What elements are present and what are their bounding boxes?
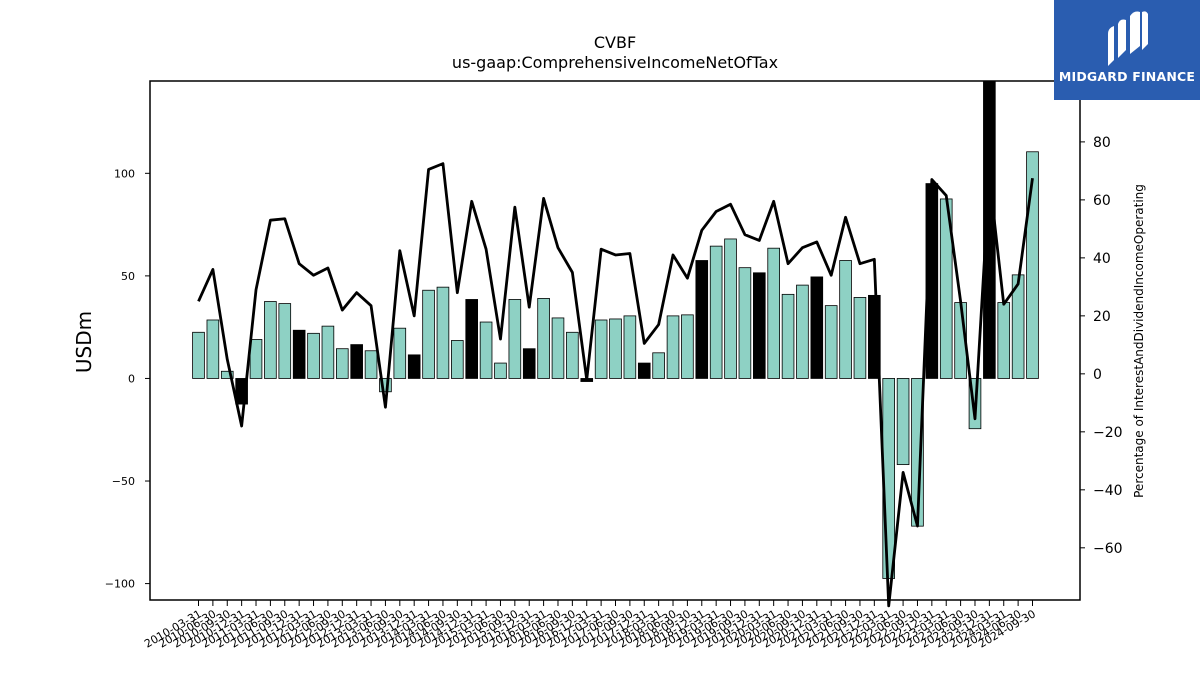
bar-2017-09-30	[623, 315, 637, 379]
x-axis: 2010-03-312010-06-302010-09-302010-12-31…	[142, 600, 1038, 651]
bar-2020-09-30	[796, 284, 809, 379]
right-tick-label: 60	[1093, 193, 1111, 209]
bar-2015-03-31	[479, 321, 493, 379]
chart-title: CVBF	[594, 33, 636, 52]
right-tick-label: −60	[1093, 541, 1123, 557]
right-y-axis: −60 −40 −20 0 20 40 60 80	[1080, 135, 1123, 557]
bar-2016-03-31	[537, 298, 550, 379]
midgard-m-icon	[1108, 11, 1148, 66]
right-tick-label: 0	[1093, 367, 1102, 383]
bar-2016-09-30	[566, 331, 579, 379]
bar-2020-12-31	[810, 276, 824, 379]
bar-2018-09-30	[681, 314, 694, 379]
bar-2019-03-31	[709, 245, 723, 379]
bar-2020-06-30	[781, 293, 795, 379]
bar-2021-12-31	[868, 294, 881, 379]
right-tick-label: −40	[1093, 483, 1123, 499]
bars-layer	[192, 80, 1039, 579]
chart-subtitle: us-gaap:ComprehensiveIncomeNetOfTax	[452, 53, 778, 72]
left-axis-label: USDm	[72, 311, 96, 373]
bar-2024-09-30	[1026, 151, 1039, 379]
percentage-line	[197, 162, 1034, 608]
bar-2010-03-31	[192, 331, 205, 379]
right-tick-label: 40	[1093, 251, 1111, 267]
bar-2010-06-30	[206, 319, 220, 379]
bar-2012-09-30	[335, 348, 349, 379]
left-tick-label: 0	[128, 372, 135, 385]
bar-2013-12-31	[407, 354, 421, 379]
bar-2011-06-30	[264, 301, 277, 379]
bar-2011-03-31	[249, 339, 263, 379]
bar-2019-06-30	[724, 238, 737, 379]
bar-2012-12-31	[350, 344, 363, 379]
bar-2017-03-31	[594, 319, 608, 379]
left-y-axis: −100 −50 0 50 100	[105, 167, 150, 591]
bar-2018-03-31	[652, 352, 665, 379]
bar-2021-06-30	[839, 260, 852, 379]
right-tick-label: 80	[1093, 135, 1111, 151]
bar-2013-06-30	[379, 378, 392, 393]
bar-2010-09-30	[220, 370, 234, 379]
bar-2018-06-30	[666, 315, 680, 379]
bar-2012-03-31	[307, 332, 320, 379]
bar-2019-12-31	[753, 272, 766, 379]
left-tick-label: −100	[105, 578, 135, 591]
bar-2021-03-31	[824, 305, 838, 379]
bar-2015-06-30	[494, 362, 507, 379]
bar-2014-09-30	[451, 340, 464, 379]
bar-2021-09-30	[853, 297, 867, 379]
bar-2016-06-30	[551, 317, 565, 379]
bar-2014-06-30	[436, 286, 450, 379]
bar-2024-03-31	[997, 302, 1011, 379]
bar-2014-12-31	[465, 299, 478, 379]
right-axis-label: Percentage of InterestAndDividendIncomeO…	[1132, 184, 1146, 498]
bar-2022-06-30	[896, 378, 910, 466]
bar-2010-12-31	[235, 378, 248, 405]
bar-2011-12-31	[292, 329, 306, 379]
left-tick-label: −50	[112, 475, 135, 488]
bar-2015-12-31	[522, 348, 536, 379]
left-tick-label: 50	[121, 270, 135, 283]
bar-2011-09-30	[278, 303, 292, 379]
bar-2017-06-30	[609, 318, 622, 379]
bar-2013-09-30	[393, 327, 407, 379]
logo-text: MIDGARD FINANCE	[1058, 69, 1196, 84]
bar-2012-06-30	[321, 325, 335, 379]
bar-2014-03-31	[422, 289, 435, 379]
left-tick-label: 100	[114, 167, 135, 180]
bar-2015-09-30	[508, 299, 522, 379]
bar-2017-12-31	[637, 362, 651, 379]
midgard-finance-logo: MIDGARD FINANCE	[1054, 0, 1200, 100]
bar-2019-09-30	[738, 267, 752, 379]
right-tick-label: −20	[1093, 425, 1123, 441]
bar-2018-12-31	[695, 260, 709, 379]
percentage-line-layer	[197, 162, 1034, 608]
bar-2013-03-31	[364, 350, 378, 379]
right-tick-label: 20	[1093, 309, 1111, 325]
bar-2020-03-31	[767, 247, 780, 379]
